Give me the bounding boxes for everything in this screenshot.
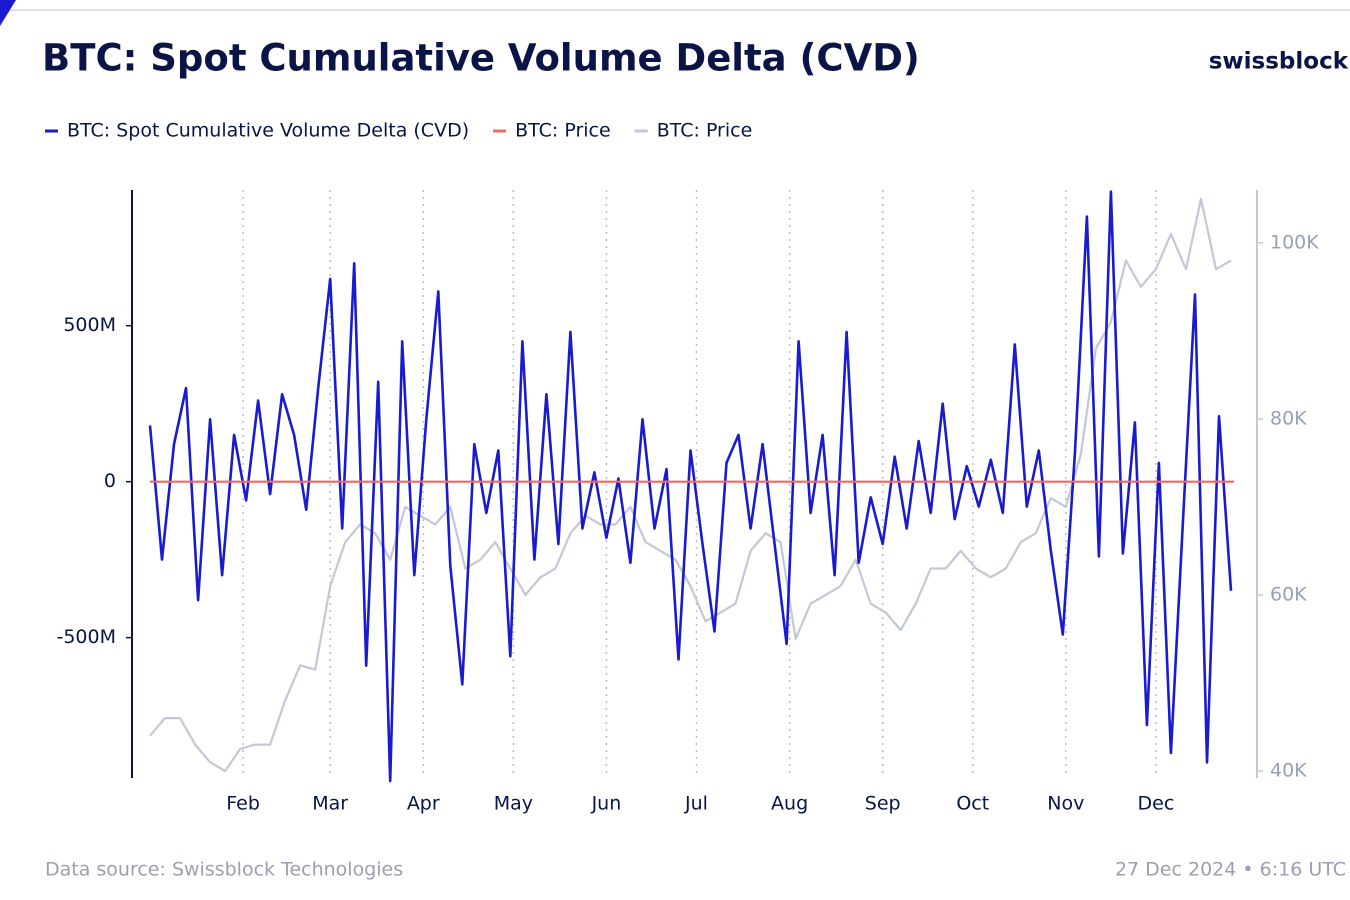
legend: BTC: Spot Cumulative Volume Delta (CVD) B… — [45, 120, 752, 142]
x-tick-label: Jul — [684, 793, 708, 815]
chart-title: BTC: Spot Cumulative Volume Delta (CVD) — [42, 37, 920, 80]
series-line — [149, 197, 1232, 773]
x-tick-label: Sep — [865, 793, 901, 815]
timestamp: 27 Dec 2024 • 6:16 UTC — [1115, 859, 1346, 881]
x-tick-label: Apr — [407, 793, 440, 815]
legend-label: BTC: Spot Cumulative Volume Delta (CVD) — [67, 120, 469, 142]
legend-label: BTC: Price — [515, 120, 611, 142]
y2-tick-label: 100K — [1270, 231, 1319, 253]
y-tick-label: 0 — [104, 470, 116, 492]
x-tick-label: Jun — [591, 793, 622, 815]
x-tick-label: Aug — [771, 793, 808, 815]
x-tick-label: May — [494, 793, 533, 815]
corner-mark — [0, 0, 16, 26]
x-tick-label: Nov — [1047, 793, 1084, 815]
x-tick-label: Dec — [1138, 793, 1175, 815]
y2-tick-label: 60K — [1270, 583, 1307, 605]
x-tick-label: Mar — [312, 793, 348, 815]
x-tick-label: Feb — [226, 793, 260, 815]
legend-label: BTC: Price — [657, 120, 753, 142]
brand: swissblock — [1209, 49, 1349, 75]
y2-tick-label: 40K — [1270, 759, 1307, 781]
x-tick-label: Oct — [956, 793, 989, 815]
y-tick-label: 500M — [63, 314, 116, 336]
series-line — [148, 190, 1233, 783]
source: Data source: Swissblock Technologies — [45, 859, 403, 881]
y2-tick-label: 80K — [1270, 407, 1307, 429]
y-tick-label: -500M — [56, 626, 116, 648]
